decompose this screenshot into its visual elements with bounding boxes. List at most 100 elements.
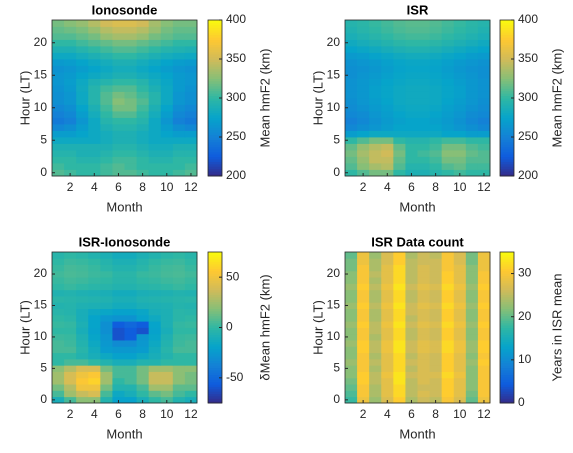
heatmap-cell: [52, 358, 65, 366]
heatmap-cell: [453, 252, 467, 259]
colorbar-segment: [500, 98, 514, 101]
heatmap-cell: [477, 78, 491, 86]
heatmap-cell: [357, 390, 370, 398]
colorbar-segment: [500, 315, 514, 319]
colorbar-segment: [500, 320, 514, 324]
heatmap-cell: [88, 137, 101, 144]
heatmap-cell: [76, 65, 89, 73]
heatmap-cell: [417, 52, 430, 60]
heatmap-cell: [136, 78, 150, 86]
heatmap-cell: [184, 91, 198, 99]
heatmap-cell: [345, 333, 358, 341]
colorbar-segment: [208, 332, 222, 336]
heatmap-cell: [148, 72, 162, 79]
heatmap-cell: [184, 130, 198, 138]
heatmap-cell: [172, 365, 186, 372]
heatmap-cell: [345, 78, 358, 86]
heatmap-cell: [100, 163, 113, 170]
colorbar-segment: [500, 358, 514, 362]
heatmap-cell: [429, 270, 443, 278]
colorbar-segment: [208, 355, 222, 359]
heatmap-cell: [381, 371, 394, 379]
heatmap-cell: [136, 333, 150, 341]
heatmap-cell: [417, 252, 430, 259]
heatmap-cell: [405, 104, 418, 112]
heatmap-cell: [184, 327, 198, 335]
heatmap-cell: [477, 72, 491, 79]
heatmap-cell: [405, 98, 418, 105]
heatmap-cell: [393, 340, 406, 347]
heatmap-cell: [345, 98, 358, 105]
colorbar-segment: [500, 348, 514, 352]
heatmap-cell: [52, 384, 65, 391]
heatmap-cell: [160, 377, 174, 385]
heatmap-cell: [429, 85, 443, 92]
heatmap-cell: [76, 26, 89, 34]
heatmap-cell: [136, 59, 150, 66]
heatmap-cell: [124, 365, 137, 372]
heatmap-cell: [124, 33, 137, 40]
heatmap-cell: [124, 333, 137, 341]
y-tick-label: 10: [34, 100, 48, 114]
heatmap-cell: [417, 296, 430, 303]
heatmap-cell: [148, 308, 162, 316]
heatmap-cell: [345, 340, 358, 347]
heatmap-cell: [393, 78, 406, 86]
heatmap-cell: [441, 91, 455, 99]
colorbar-tick-label: 250: [518, 129, 538, 143]
axes-box: [344, 19, 491, 177]
heatmap-cell: [441, 156, 455, 164]
heatmap-cell: [441, 283, 455, 291]
heatmap-cell: [477, 252, 491, 259]
colorbar-segment: [500, 168, 514, 172]
colorbar-segment: [500, 379, 514, 383]
heatmap-cell: [405, 46, 418, 53]
colorbar-segment: [500, 119, 514, 123]
x-tick-label: 6: [115, 407, 122, 421]
heatmap-cell: [136, 296, 150, 303]
heatmap-cell: [441, 85, 455, 92]
heatmap-cell: [345, 26, 358, 34]
heatmap-cell: [64, 365, 77, 372]
heatmap-cell: [369, 277, 382, 284]
heatmap-cell: [429, 296, 443, 303]
heatmap-cell: [88, 111, 101, 118]
heatmap-cell: [381, 346, 394, 354]
heatmap-cell: [184, 111, 198, 118]
heatmap-cell: [172, 371, 186, 379]
heatmap-cell: [429, 252, 443, 259]
heatmap-cell: [160, 143, 174, 151]
y-tick-label: 10: [327, 100, 341, 114]
colorbar-segment: [500, 76, 514, 79]
heatmap-cell: [112, 26, 125, 34]
heatmap-cell: [345, 156, 358, 164]
heatmap-cell: [136, 98, 150, 105]
heatmap-cell: [405, 85, 418, 92]
heatmap-cell: [136, 156, 150, 164]
colorbar-segment: [208, 112, 222, 116]
heatmap-cell: [477, 52, 491, 60]
heatmap-cell: [405, 169, 418, 177]
heatmap-cell: [160, 137, 174, 144]
heatmap-cell: [357, 289, 370, 297]
heatmap-cell: [429, 384, 443, 391]
heatmap-cell: [100, 65, 113, 73]
heatmap-cell: [465, 358, 479, 366]
heatmap-cell: [477, 33, 491, 40]
colorbar-segment: [208, 88, 222, 92]
y-tick-label: 5: [40, 132, 47, 146]
heatmap-cell: [88, 358, 101, 366]
heatmap-cell: [477, 277, 491, 284]
heatmap-cell: [465, 111, 479, 118]
heatmap-cell: [345, 277, 358, 284]
colorbar-segment: [208, 39, 222, 43]
colorbar-segment: [500, 95, 514, 99]
heatmap-cell: [148, 85, 162, 92]
heatmap-cell: [393, 270, 406, 278]
heatmap-cell: [76, 340, 89, 347]
heatmap-cell: [148, 111, 162, 118]
heatmap-cell: [64, 20, 77, 27]
y-tick-label: 0: [333, 392, 340, 406]
heatmap-cell: [369, 371, 382, 379]
heatmap-cell: [441, 59, 455, 66]
